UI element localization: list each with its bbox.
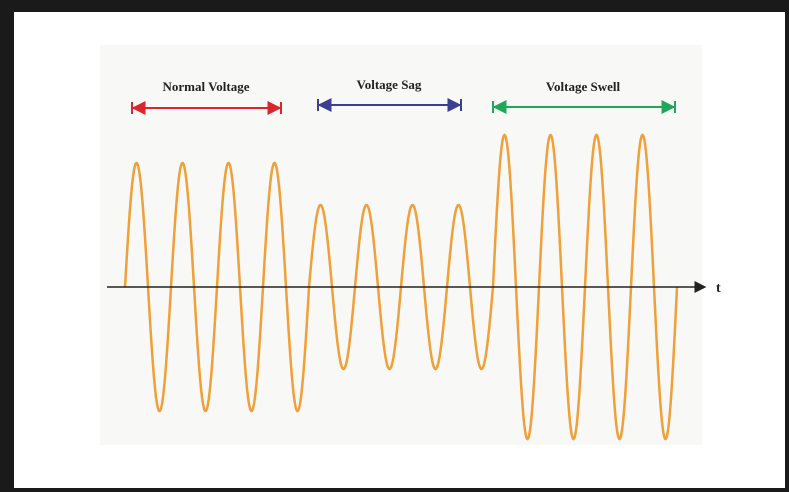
label-sag: Voltage Sag bbox=[357, 77, 422, 92]
axis-label: t bbox=[716, 281, 721, 296]
label-swell: Voltage Swell bbox=[546, 79, 621, 94]
label-normal: Normal Voltage bbox=[162, 79, 249, 94]
